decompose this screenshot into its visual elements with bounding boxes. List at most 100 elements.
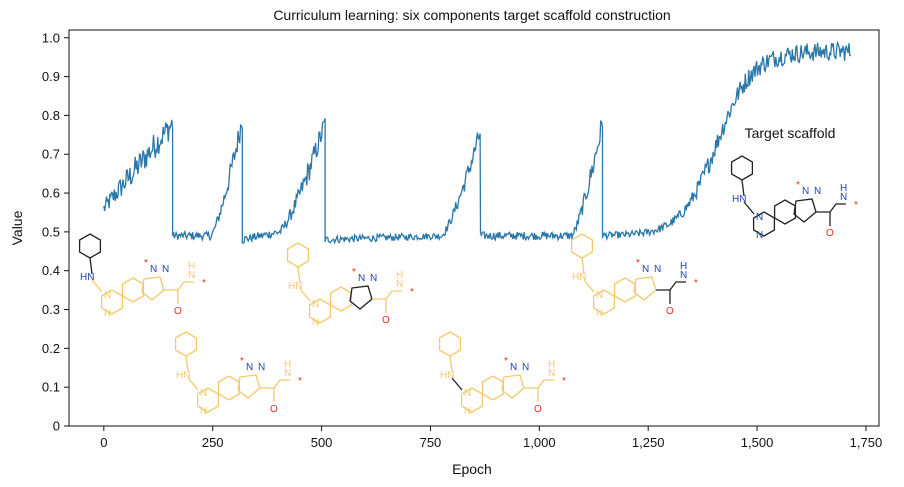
bond xyxy=(583,279,595,293)
y-tick-label: 0.9 xyxy=(42,69,60,84)
y-tick-label: 0.2 xyxy=(42,341,60,356)
fused-ring xyxy=(613,277,637,303)
atom-label: O xyxy=(826,228,834,239)
atom-label: N xyxy=(756,212,763,223)
bond xyxy=(91,279,103,293)
atom-label: H xyxy=(548,359,555,370)
atom-label: O xyxy=(270,404,278,415)
atom-label: N xyxy=(596,308,603,319)
atom-label: N xyxy=(756,230,763,241)
atom-label: HN xyxy=(176,370,190,381)
atom-label: N xyxy=(522,362,529,373)
amide-bond xyxy=(656,281,686,291)
pyrazole-ring xyxy=(237,374,261,399)
atom-label: N xyxy=(464,388,471,399)
x-tick-label: 1,750 xyxy=(850,435,883,450)
bond xyxy=(185,355,189,373)
bond xyxy=(297,266,301,284)
atom-label: O xyxy=(174,306,182,317)
y-tick-label: 1.0 xyxy=(42,30,60,45)
y-tick-label: 0.7 xyxy=(42,147,60,162)
amide-bond xyxy=(164,281,194,291)
atom-label: HN xyxy=(440,370,454,381)
atom-label: * xyxy=(796,180,800,191)
atom-label: N xyxy=(370,273,377,284)
aniline-ring xyxy=(570,233,594,259)
fused-ring xyxy=(481,375,505,401)
atom-label: N xyxy=(802,186,809,197)
atom-label: HN xyxy=(572,272,586,283)
pyrazole-ring xyxy=(349,285,373,310)
atom-label: N xyxy=(396,279,403,290)
bond xyxy=(451,377,463,391)
atom-label: * xyxy=(694,278,698,289)
atom-label: O xyxy=(534,404,542,415)
bond xyxy=(581,257,585,275)
atom-label: * xyxy=(202,278,206,289)
atom-label: N xyxy=(312,317,319,328)
atom-label: N xyxy=(358,273,365,284)
series-line xyxy=(103,40,851,245)
plot-frame xyxy=(68,29,880,427)
atom-label: N xyxy=(312,299,319,310)
atom-label: * xyxy=(854,200,858,211)
atom-label: * xyxy=(144,258,148,269)
aniline-ring xyxy=(286,242,310,268)
atom-label: H xyxy=(396,270,403,281)
atom-label: * xyxy=(636,258,640,269)
bond xyxy=(187,377,199,391)
chart-title: Curriculum learning: six components targ… xyxy=(273,7,670,23)
y-tick-label: 0.6 xyxy=(42,186,60,201)
fused-ring xyxy=(773,199,797,225)
atom-label: N xyxy=(284,368,291,379)
atom-label: H xyxy=(188,261,195,272)
atom-label: N xyxy=(510,362,517,373)
bond xyxy=(743,201,755,215)
pyrazole-ring xyxy=(793,198,817,223)
bond xyxy=(89,257,93,275)
x-tick-label: 1,000 xyxy=(523,435,556,450)
pyrazole-ring xyxy=(141,276,165,301)
atom-label: N xyxy=(258,362,265,373)
target-scaffold-label: Target scaffold xyxy=(745,125,836,141)
atom-label: N xyxy=(200,406,207,417)
amide-bond xyxy=(524,379,554,389)
atom-label: * xyxy=(298,376,302,387)
fused-ring xyxy=(217,375,241,401)
atom-label: N xyxy=(150,264,157,275)
atom-label: H xyxy=(284,359,291,370)
amide-bond xyxy=(260,379,290,389)
atom-label: N xyxy=(104,308,111,319)
y-tick-label: 0.3 xyxy=(42,302,60,317)
bond xyxy=(449,355,453,373)
atom-label: N xyxy=(548,368,555,379)
atom-label: * xyxy=(504,356,508,367)
bond xyxy=(741,179,745,197)
atom-label: N xyxy=(814,186,821,197)
x-axis-title: Epoch xyxy=(452,461,492,477)
fused-ring xyxy=(121,277,145,303)
atom-label: N xyxy=(162,264,169,275)
atom-label: * xyxy=(562,376,566,387)
atom-label: H xyxy=(840,183,847,194)
x-tick-label: 0 xyxy=(100,435,107,450)
atom-label: HN xyxy=(288,281,302,292)
atom-label: N xyxy=(104,290,111,301)
atom-label: N xyxy=(680,270,687,281)
pyrazole-ring xyxy=(501,374,525,399)
x-tick-label: 750 xyxy=(420,435,442,450)
x-tick-label: 500 xyxy=(311,435,333,450)
aniline-ring xyxy=(78,233,102,259)
y-axis-title: Value xyxy=(9,210,25,245)
x-tick-label: 1,250 xyxy=(632,435,665,450)
y-tick-label: 0.4 xyxy=(42,263,60,278)
atom-label: * xyxy=(352,267,356,278)
atom-label: N xyxy=(840,192,847,203)
